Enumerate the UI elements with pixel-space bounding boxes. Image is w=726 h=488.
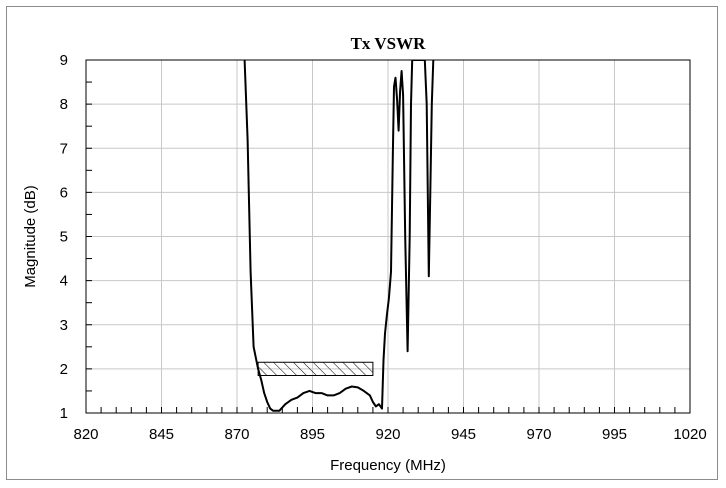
- x-tick-label: 970: [526, 426, 551, 443]
- chart-title: Tx VSWR: [351, 34, 427, 53]
- y-tick-label: 7: [60, 140, 68, 157]
- x-tick-label: 920: [375, 426, 400, 443]
- x-tick-label: 945: [451, 426, 476, 443]
- y-tick-label: 9: [60, 52, 68, 69]
- y-tick-label: 5: [60, 229, 68, 246]
- x-tick-label: 870: [224, 426, 249, 443]
- y-tick-label: 1: [60, 405, 68, 422]
- y-tick-label: 3: [60, 317, 68, 334]
- grid: [85, 59, 691, 414]
- chart-frame: Tx VSWR Frequency (MHz) Magnitude (dB) 8…: [6, 6, 718, 480]
- x-axis-title: Frequency (MHz): [330, 457, 446, 474]
- plot-area: [243, 60, 435, 412]
- x-tick-label: 995: [602, 426, 627, 443]
- vswr-chart: Tx VSWR Frequency (MHz) Magnitude (dB) 8…: [22, 34, 707, 474]
- tick-labels: 820 845 870 895 920 945 970 995 1020 1 2 3 4 5 6 7 8 9: [60, 52, 707, 443]
- x-tick-label: 895: [300, 426, 325, 443]
- y-tick-label: 2: [60, 361, 68, 378]
- x-tick-label: 845: [149, 426, 174, 443]
- vswr-series-line: [243, 60, 435, 412]
- x-tick-label: 1020: [673, 426, 706, 443]
- spec-mask-box: [257, 361, 374, 376]
- y-tick-label: 4: [60, 273, 68, 290]
- y-tick-label: 6: [60, 184, 68, 201]
- y-tick-label: 8: [60, 96, 68, 113]
- y-axis-title: Magnitude (dB): [22, 185, 39, 288]
- x-tick-label: 820: [73, 426, 98, 443]
- plot-border: [85, 59, 691, 414]
